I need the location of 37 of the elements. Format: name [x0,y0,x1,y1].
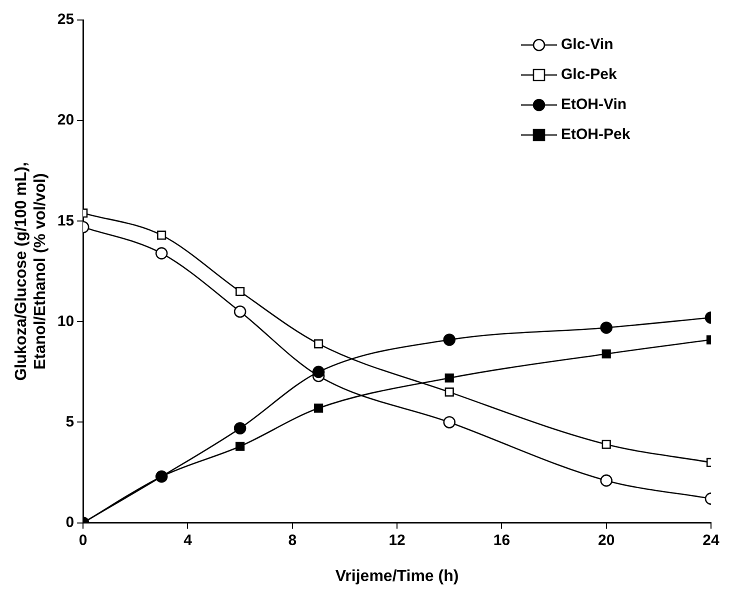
legend-label: EtOH-Pek [561,126,631,144]
y-tick-label: 15 [57,212,74,230]
x-axis-title: Vrijeme/Time (h) [335,568,459,585]
point [443,334,456,346]
point [234,305,246,318]
y-tick-label: 10 [57,312,74,330]
point [155,247,168,260]
y-tick-label: 5 [66,413,74,430]
point [443,416,456,428]
x-tick-label: 4 [184,532,193,549]
point [234,422,246,434]
x-tick-label: 20 [598,532,615,549]
x-tick-label: 0 [78,532,88,549]
point [444,388,454,397]
point [444,373,454,383]
point [312,366,325,378]
point [602,440,611,449]
point [236,442,245,451]
x-tick-label: 24 [702,532,720,549]
point [600,474,612,487]
point [314,404,324,413]
legend-label: Glc-Pek [561,66,618,84]
legend-label: Glc-Vin [561,36,614,54]
y-tick-label: 20 [57,112,74,129]
x-tick-label: 16 [493,532,510,549]
point [602,349,611,358]
x-tick-label: 8 [288,532,297,549]
y-tick-label: 0 [66,514,74,531]
point [600,322,612,334]
x-tick-label: 12 [388,532,406,549]
point [236,286,245,296]
point [314,339,324,348]
legend-label: EtOH-Vin [561,96,627,114]
text: Etanol/Ethanol (% vol/vol) [32,173,50,370]
point [157,230,166,240]
y-tick-label: 25 [57,11,74,28]
text: Glukoza/Glucose (g/100 mL), [13,162,30,381]
